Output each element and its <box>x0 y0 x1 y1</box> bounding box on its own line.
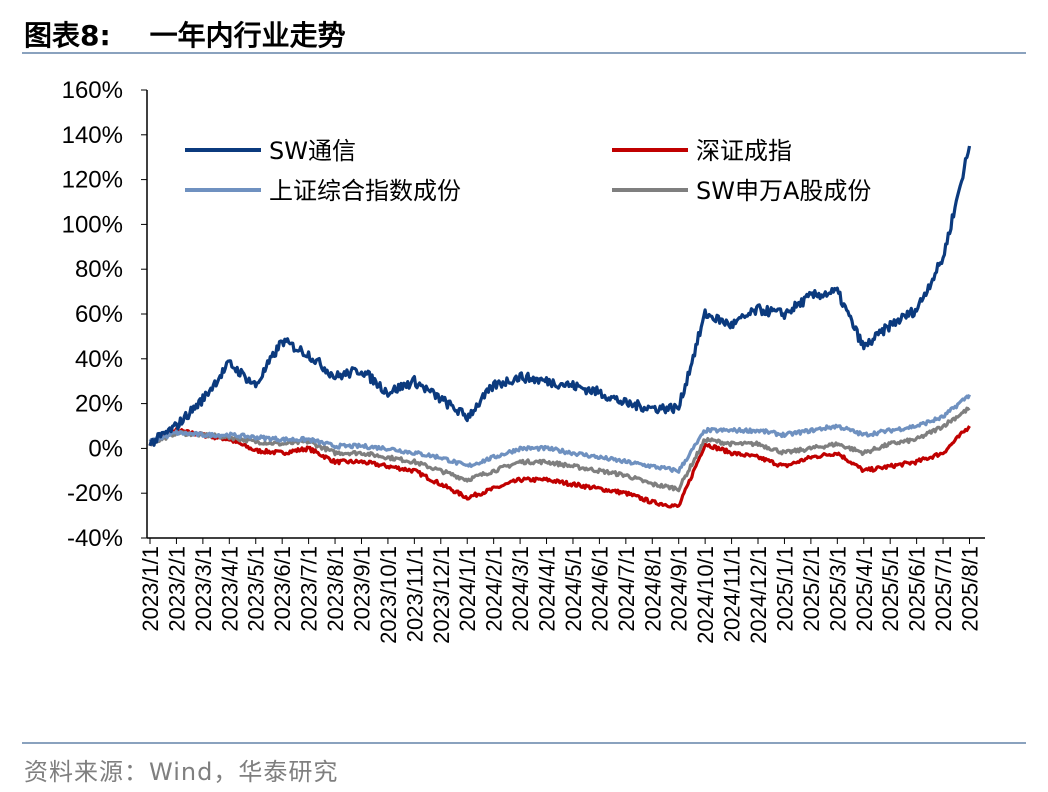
x-tick-label: 2023/9/1 <box>349 546 374 632</box>
x-tick-label: 2023/8/1 <box>323 546 348 632</box>
y-tick-label: 100% <box>62 211 123 238</box>
legend-label: SW通信 <box>269 137 356 165</box>
series-lines <box>148 145 972 509</box>
x-tick-label: 2023/3/1 <box>191 546 216 632</box>
x-tick-label: 2023/5/1 <box>244 546 269 632</box>
x-tick-labels: 2023/1/1 2023/2/1 2023/3/1 2023/4/1 2023/5/1… <box>138 546 982 644</box>
x-tick-label: 2024/6/1 <box>587 546 612 632</box>
x-tick-label: 2024/1/1 <box>455 546 480 632</box>
series-line-0 <box>148 145 972 447</box>
x-tick-label: 2023/1/1 <box>138 546 163 632</box>
y-tick-labels: 160% 140% 120% 100% 80% 60% 40% 20% 0% -20% -40% <box>62 77 123 552</box>
source-note: 资料来源：Wind，华泰研究 <box>24 758 339 786</box>
x-tick-label: 2023/6/1 <box>270 546 295 632</box>
x-tick-label: 2025/5/1 <box>878 546 903 632</box>
x-tick-label: 2023/11/1 <box>402 546 427 642</box>
y-tick-label: 120% <box>62 167 123 194</box>
x-tick-label: 2023/2/1 <box>164 546 189 632</box>
x-tick-label: 2024/3/1 <box>508 546 533 632</box>
legend-label: 上证综合指数成份 <box>269 177 461 205</box>
chart-title: 图表8: 一年内行业走势 <box>24 19 346 52</box>
x-tick-label: 2024/4/1 <box>535 546 560 632</box>
series-line-1 <box>148 425 971 509</box>
x-tick-label: 2024/10/1 <box>693 546 718 644</box>
x-tick-label: 2025/6/1 <box>905 546 930 632</box>
x-tick-label: 2024/8/1 <box>640 546 665 632</box>
x-tick-label: 2024/5/1 <box>561 546 586 632</box>
x-tick-label: 2024/7/1 <box>614 546 639 632</box>
x-tick-label: 2025/7/1 <box>931 546 956 632</box>
x-tick-label: 2025/3/1 <box>825 546 850 632</box>
x-tick-label: 2023/7/1 <box>297 546 322 632</box>
y-tick-label: 40% <box>75 346 123 373</box>
y-tick-label: -20% <box>67 480 123 507</box>
x-tick-label: 2025/4/1 <box>852 546 877 632</box>
y-tick-label: -40% <box>67 525 123 552</box>
y-tick-label: 20% <box>75 391 123 418</box>
x-tick-label: 2024/2/1 <box>482 546 507 632</box>
legend-label: SW申万A股成份 <box>696 177 871 205</box>
y-tick-label: 140% <box>62 122 123 149</box>
legend-label: 深证成指 <box>696 137 792 165</box>
top-divider <box>22 52 1026 54</box>
x-tick-label: 2025/1/1 <box>772 546 797 632</box>
x-tick-label: 2025/8/1 <box>957 546 982 632</box>
y-tick-label: 0% <box>88 435 123 462</box>
x-tick-label: 2024/9/1 <box>667 546 692 632</box>
series-line-2 <box>148 393 971 474</box>
x-tick-label: 2023/4/1 <box>217 546 242 632</box>
y-tick-label: 60% <box>75 301 123 328</box>
x-tick-label: 2025/2/1 <box>799 546 824 632</box>
x-tick-label: 2024/11/1 <box>720 546 745 642</box>
axes <box>141 89 985 544</box>
series-line-3 <box>148 406 971 493</box>
x-tick-label: 2023/10/1 <box>376 546 401 644</box>
y-tick-label: 160% <box>62 77 123 104</box>
y-tick-label: 80% <box>75 256 123 283</box>
bottom-divider <box>22 742 1026 744</box>
x-tick-label: 2024/12/1 <box>746 546 771 644</box>
x-tick-label: 2023/12/1 <box>429 546 454 644</box>
